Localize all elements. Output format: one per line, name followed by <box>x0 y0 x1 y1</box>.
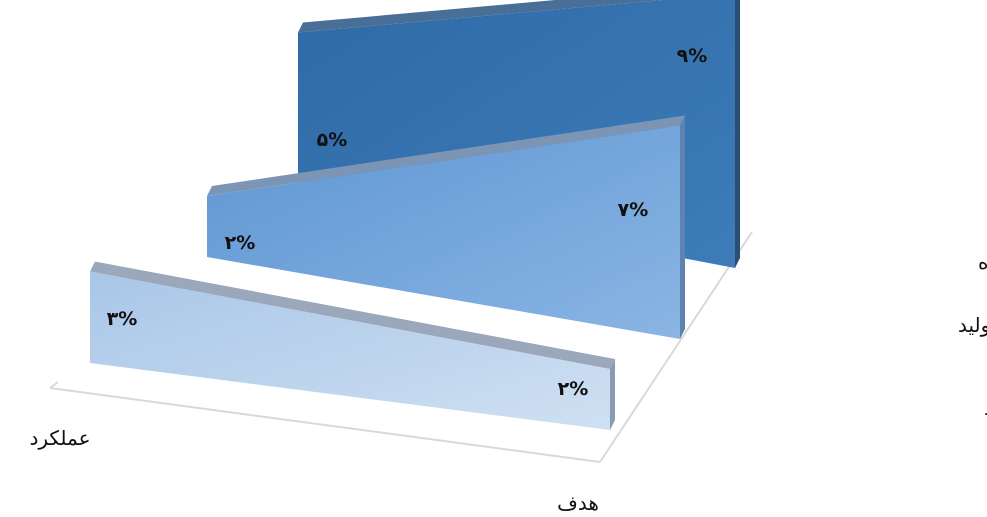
series-3-front-face <box>90 271 610 430</box>
series-2-front-face <box>207 125 680 339</box>
floor-axis-line <box>49 387 601 463</box>
series-3 <box>90 261 615 430</box>
data-label-s1-2: ۹% <box>677 45 708 67</box>
series-layer <box>90 0 740 430</box>
floor-axis-tick <box>49 381 59 389</box>
series-2 <box>207 115 685 339</box>
category-axis-label-2: هدف <box>557 491 599 515</box>
data-label-s1-1: ۵% <box>317 129 348 151</box>
series-axis-label-1: رشد ارزش افزوده <box>978 250 987 274</box>
data-label-s2-1: ۲% <box>225 232 256 254</box>
data-label-s3-2: ۲% <box>558 378 589 400</box>
series-axis-label-2: رشد نهاده های تولید <box>958 313 987 337</box>
floor-depth-line <box>599 231 753 463</box>
series-1-side-face <box>735 0 740 268</box>
label-layer: ۵% ۹% رشد ارزش افزوده ۲% ۷% رشد نهاده های تول… <box>29 45 987 515</box>
series-2-top-face <box>207 115 685 196</box>
category-axis-label-1: عملکرد <box>29 426 90 450</box>
data-label-s3-1: ۳% <box>107 308 138 330</box>
data-label-s2-2: ۷% <box>618 199 649 221</box>
series-2-side-face <box>680 115 685 339</box>
series-axis-label-3: رشد بهره وری کل عوامل تولید <box>984 396 987 420</box>
series-3-side-face <box>610 359 615 430</box>
series-3-top-face <box>90 261 615 369</box>
